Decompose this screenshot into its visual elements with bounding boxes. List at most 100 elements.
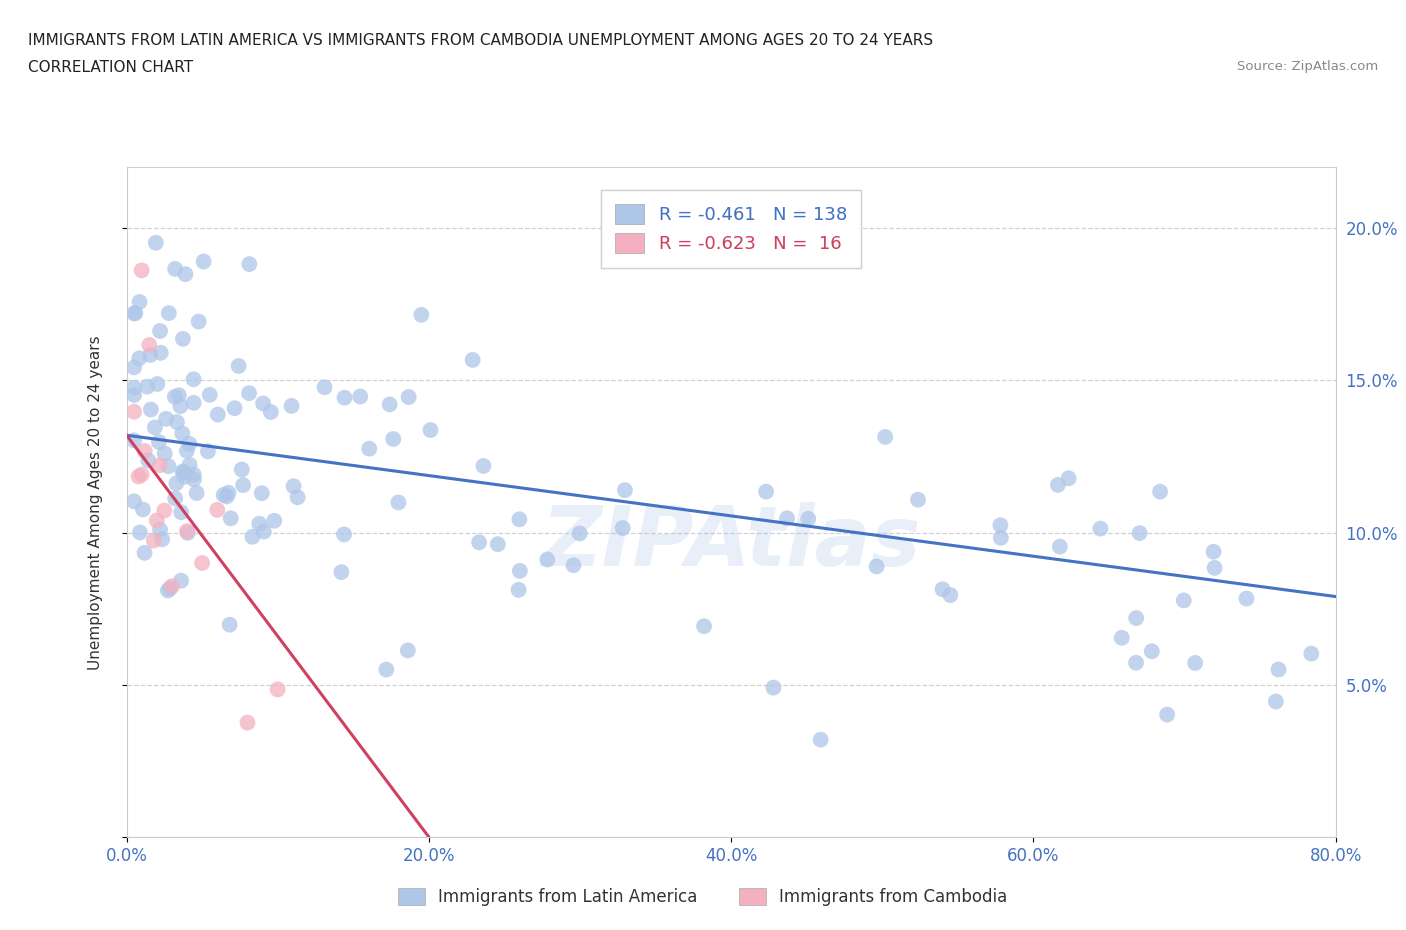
- Point: [333, 527, 356, 542]
- Point: [238, 386, 260, 401]
- Point: [1046, 477, 1069, 492]
- Point: [252, 396, 274, 411]
- Point: [232, 478, 254, 493]
- Point: [218, 618, 240, 632]
- Text: IMMIGRANTS FROM LATIN AMERICA VS IMMIGRANTS FROM CAMBODIA UNEMPLOYMENT AMONG AGE: IMMIGRANTS FROM LATIN AMERICA VS IMMIGRA…: [28, 33, 934, 47]
- Point: [146, 377, 169, 392]
- Point: [1202, 544, 1225, 559]
- Point: [382, 432, 405, 446]
- Point: [419, 422, 441, 437]
- Point: [207, 407, 229, 422]
- Point: [128, 295, 150, 310]
- Point: [865, 559, 887, 574]
- Point: [191, 555, 214, 570]
- Point: [167, 388, 190, 403]
- Point: [280, 398, 302, 413]
- Point: [378, 397, 401, 412]
- Point: [165, 261, 187, 276]
- Y-axis label: Unemployment Among Ages 20 to 24 years: Unemployment Among Ages 20 to 24 years: [89, 335, 103, 670]
- Point: [1184, 656, 1206, 671]
- Point: [149, 522, 172, 537]
- Point: [375, 662, 398, 677]
- Point: [1173, 593, 1195, 608]
- Point: [183, 395, 205, 410]
- Point: [153, 503, 176, 518]
- Point: [1264, 694, 1286, 709]
- Point: [260, 405, 283, 419]
- Point: [145, 235, 167, 250]
- Point: [148, 434, 170, 449]
- Point: [333, 391, 356, 405]
- Point: [228, 359, 250, 374]
- Point: [693, 618, 716, 633]
- Point: [138, 338, 160, 352]
- Point: [247, 516, 270, 531]
- Point: [165, 476, 187, 491]
- Point: [205, 502, 228, 517]
- Point: [1125, 611, 1147, 626]
- Point: [242, 529, 264, 544]
- Point: [396, 643, 419, 658]
- Text: ZIPAtlas: ZIPAtlas: [541, 502, 921, 583]
- Point: [134, 444, 156, 458]
- Point: [509, 564, 531, 578]
- Point: [568, 526, 591, 541]
- Point: [1236, 591, 1258, 606]
- Point: [1049, 539, 1071, 554]
- Point: [174, 267, 197, 282]
- Point: [1057, 471, 1080, 485]
- Point: [139, 348, 162, 363]
- Point: [231, 462, 253, 477]
- Point: [468, 535, 491, 550]
- Point: [187, 314, 209, 329]
- Point: [172, 464, 194, 479]
- Point: [128, 525, 150, 540]
- Point: [267, 682, 290, 697]
- Point: [398, 390, 420, 405]
- Point: [939, 588, 962, 603]
- Point: [411, 308, 433, 323]
- Point: [176, 524, 198, 538]
- Point: [150, 532, 173, 547]
- Point: [170, 573, 193, 588]
- Point: [359, 441, 381, 456]
- Point: [170, 505, 193, 520]
- Point: [562, 558, 585, 573]
- Point: [177, 525, 200, 540]
- Point: [172, 331, 194, 346]
- Point: [1301, 646, 1323, 661]
- Point: [159, 581, 181, 596]
- Point: [193, 254, 215, 269]
- Point: [169, 399, 191, 414]
- Point: [128, 469, 150, 484]
- Point: [755, 485, 778, 499]
- Point: [176, 444, 198, 458]
- Point: [1090, 521, 1112, 536]
- Point: [1125, 656, 1147, 671]
- Point: [1156, 707, 1178, 722]
- Point: [122, 380, 145, 395]
- Point: [157, 306, 180, 321]
- Point: [173, 470, 195, 485]
- Point: [142, 533, 165, 548]
- Point: [122, 306, 145, 321]
- Point: [238, 257, 260, 272]
- Point: [219, 511, 242, 525]
- Point: [613, 483, 636, 498]
- Point: [236, 715, 259, 730]
- Point: [179, 436, 201, 451]
- Point: [1129, 525, 1152, 540]
- Point: [486, 537, 509, 551]
- Text: Source: ZipAtlas.com: Source: ZipAtlas.com: [1237, 60, 1378, 73]
- Point: [136, 379, 159, 394]
- Point: [183, 467, 205, 482]
- Legend: R = -0.461   N = 138, R = -0.623   N =  16: R = -0.461 N = 138, R = -0.623 N = 16: [600, 190, 862, 268]
- Point: [153, 446, 176, 461]
- Point: [160, 578, 183, 593]
- Point: [224, 401, 246, 416]
- Point: [990, 518, 1012, 533]
- Point: [762, 680, 785, 695]
- Point: [165, 491, 187, 506]
- Point: [1267, 662, 1289, 677]
- Point: [183, 472, 205, 486]
